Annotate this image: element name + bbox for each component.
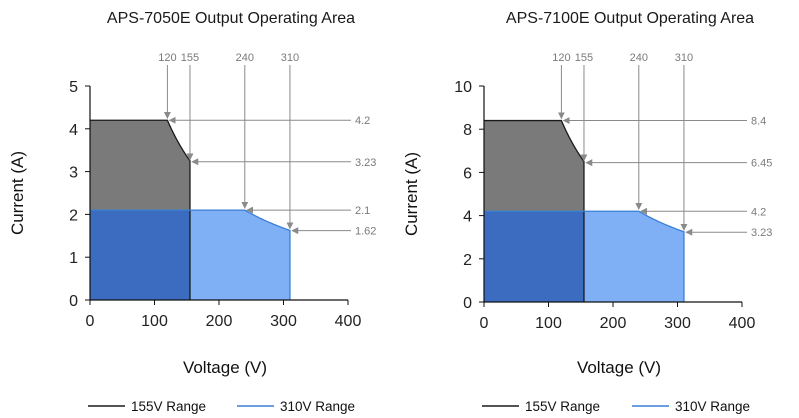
region-overlap [90,210,190,300]
voltage-annotation-label: 155 [575,52,593,64]
voltage-annotation-label: 120 [158,52,176,64]
voltage-annotation-label: 310 [281,52,299,64]
region-overlap [484,211,584,302]
y-tick-label: 6 [463,165,472,182]
legend: 155V Range 310V Range [482,399,750,414]
x-tick-label: 100 [535,315,562,332]
y-tick-label: 3 [69,165,78,182]
x-axis-label: Voltage (V) [183,358,267,377]
chart-1: APS-7050E Output Operating Area 0 1 2 3 4 5 0 10… [8,10,376,414]
voltage-annotation-label: 240 [236,52,254,64]
current-annotation-label: 8.4 [751,116,766,128]
voltage-annotation-label: 240 [630,52,648,64]
x-tick-label: 200 [206,313,233,330]
current-annotation-label: 3.23 [751,227,772,239]
y-axis-label: Current (A) [8,151,27,235]
series-line-310v-range [484,210,685,302]
x-tick-label: 0 [86,313,95,330]
x-tick-label: 400 [729,315,756,332]
y-tick-label: 10 [454,79,472,96]
legend-label: 155V Range [525,399,600,414]
legend-label: 310V Range [675,399,750,414]
voltage-annotation-label: 155 [181,52,199,64]
current-annotation-label: 1.62 [355,226,376,238]
voltage-annotation-label: 120 [552,52,570,64]
y-tick-label: 5 [69,79,78,96]
x-tick-label: 100 [141,313,168,330]
current-annotation-label: 4.2 [751,206,766,218]
chart-title: APS-7050E Output Operating Area [107,10,355,27]
voltage-annotation-label: 310 [675,52,693,64]
current-annotation-label: 3.23 [355,157,376,169]
y-tick-label: 2 [69,207,78,224]
x-tick-label: 300 [664,315,691,332]
legend-label: 310V Range [280,399,355,414]
current-annotation-label: 6.45 [751,158,772,170]
y-axis-label: Current (A) [402,152,421,236]
legend: 155V Range 310V Range [88,399,355,414]
y-tick-label: 2 [463,252,472,269]
x-tick-label: 300 [270,313,297,330]
current-annotation-label: 4.2 [355,115,370,127]
series-line-310v-range [90,209,291,300]
x-axis-label: Voltage (V) [577,358,661,377]
y-tick-label: 4 [463,209,472,226]
x-tick-label: 200 [600,315,627,332]
y-tick-label: 0 [69,293,78,310]
chart-title: APS-7100E Output Operating Area [506,10,754,27]
x-tick-label: 400 [335,313,362,330]
x-tick-label: 0 [480,315,489,332]
y-tick-label: 8 [463,122,472,139]
y-tick-label: 0 [463,295,472,312]
y-tick-label: 4 [69,122,78,139]
current-annotation-label: 2.1 [355,205,370,217]
y-tick-label: 1 [69,250,78,267]
legend-label: 155V Range [131,399,206,414]
